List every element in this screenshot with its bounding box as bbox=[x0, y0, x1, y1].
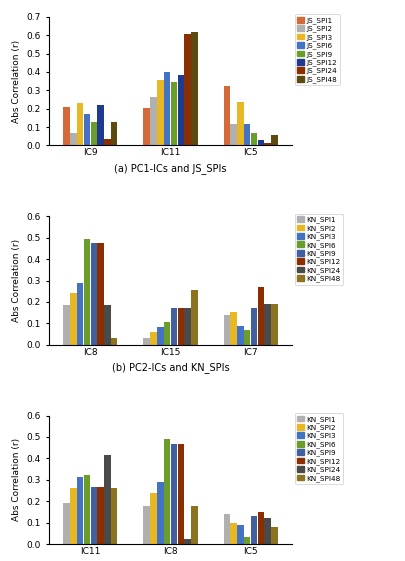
Bar bbox=[271, 304, 277, 345]
Bar bbox=[164, 323, 170, 345]
Bar bbox=[223, 514, 230, 544]
Y-axis label: Abs Correlation (r): Abs Correlation (r) bbox=[12, 40, 21, 123]
Bar bbox=[230, 311, 236, 345]
Bar bbox=[177, 444, 183, 544]
Bar bbox=[77, 477, 83, 544]
Bar bbox=[237, 102, 243, 145]
Bar bbox=[150, 332, 156, 345]
Bar bbox=[143, 505, 149, 544]
Bar bbox=[264, 142, 270, 145]
Bar bbox=[257, 287, 264, 345]
Bar bbox=[104, 139, 111, 145]
Bar bbox=[230, 125, 236, 145]
Bar bbox=[104, 305, 111, 345]
Bar bbox=[230, 523, 236, 544]
Bar bbox=[250, 132, 257, 145]
Bar bbox=[164, 439, 170, 544]
Bar bbox=[97, 243, 104, 345]
Bar bbox=[177, 309, 183, 345]
Bar bbox=[63, 107, 70, 145]
Bar bbox=[70, 489, 77, 544]
Bar bbox=[90, 243, 97, 345]
Bar bbox=[237, 525, 243, 544]
Legend: KN_SPI1, KN_SPI2, KN_SPI3, KN_SPI6, KN_SPI9, KN_SPI12, KN_SPI24, KN_SPI48: KN_SPI1, KN_SPI2, KN_SPI3, KN_SPI6, KN_S… bbox=[294, 214, 342, 285]
Bar bbox=[157, 482, 163, 544]
Bar bbox=[177, 75, 183, 145]
Bar bbox=[97, 105, 104, 145]
Bar bbox=[250, 516, 257, 544]
Bar bbox=[257, 140, 264, 145]
Bar bbox=[164, 72, 170, 145]
Bar bbox=[243, 125, 250, 145]
Bar bbox=[271, 135, 277, 145]
Bar bbox=[271, 527, 277, 544]
Bar bbox=[90, 488, 97, 544]
Bar bbox=[191, 505, 197, 544]
Bar bbox=[250, 309, 257, 345]
Bar bbox=[243, 537, 250, 544]
Bar bbox=[157, 80, 163, 145]
Bar bbox=[77, 283, 83, 345]
Bar bbox=[170, 444, 177, 544]
Bar bbox=[184, 309, 190, 345]
Bar bbox=[150, 96, 156, 145]
Bar bbox=[143, 108, 149, 145]
Bar bbox=[223, 86, 230, 145]
Legend: KN_SPI1, KN_SPI2, KN_SPI3, KN_SPI6, KN_SPI9, KN_SPI12, KN_SPI24, KN_SPI48: KN_SPI1, KN_SPI2, KN_SPI3, KN_SPI6, KN_S… bbox=[294, 413, 342, 484]
Bar bbox=[70, 132, 77, 145]
Bar bbox=[170, 309, 177, 345]
Bar bbox=[243, 330, 250, 345]
Bar bbox=[70, 293, 77, 345]
Y-axis label: Abs Correlation (r): Abs Correlation (r) bbox=[12, 438, 21, 521]
Legend: JS_SPI1, JS_SPI2, JS_SPI3, JS_SPI6, JS_SPI9, JS_SPI12, JS_SPI24, JS_SPI48: JS_SPI1, JS_SPI2, JS_SPI3, JS_SPI6, JS_S… bbox=[294, 14, 339, 85]
Bar bbox=[223, 315, 230, 345]
Bar bbox=[90, 122, 97, 145]
Y-axis label: Abs Correlation (r): Abs Correlation (r) bbox=[12, 239, 21, 322]
Bar bbox=[111, 122, 117, 145]
X-axis label: (b) PC2-ICs and KN_SPIs: (b) PC2-ICs and KN_SPIs bbox=[111, 362, 229, 373]
Bar bbox=[143, 338, 149, 345]
Bar bbox=[264, 304, 270, 345]
Bar bbox=[264, 518, 270, 544]
Bar bbox=[83, 114, 90, 145]
Bar bbox=[257, 512, 264, 544]
Bar bbox=[184, 34, 190, 145]
Bar bbox=[97, 488, 104, 544]
Bar bbox=[170, 82, 177, 145]
Bar bbox=[157, 327, 163, 345]
Bar bbox=[191, 290, 197, 345]
X-axis label: (a) PC1-ICs and JS_SPIs: (a) PC1-ICs and JS_SPIs bbox=[114, 163, 226, 174]
Bar bbox=[150, 493, 156, 544]
Bar bbox=[83, 475, 90, 544]
Bar bbox=[111, 338, 117, 345]
Bar bbox=[191, 33, 197, 145]
Bar bbox=[237, 325, 243, 345]
Bar bbox=[184, 539, 190, 544]
Bar bbox=[63, 503, 70, 544]
Bar bbox=[77, 103, 83, 145]
Bar bbox=[63, 305, 70, 345]
Bar bbox=[83, 238, 90, 345]
Bar bbox=[104, 455, 111, 544]
Bar bbox=[111, 489, 117, 544]
